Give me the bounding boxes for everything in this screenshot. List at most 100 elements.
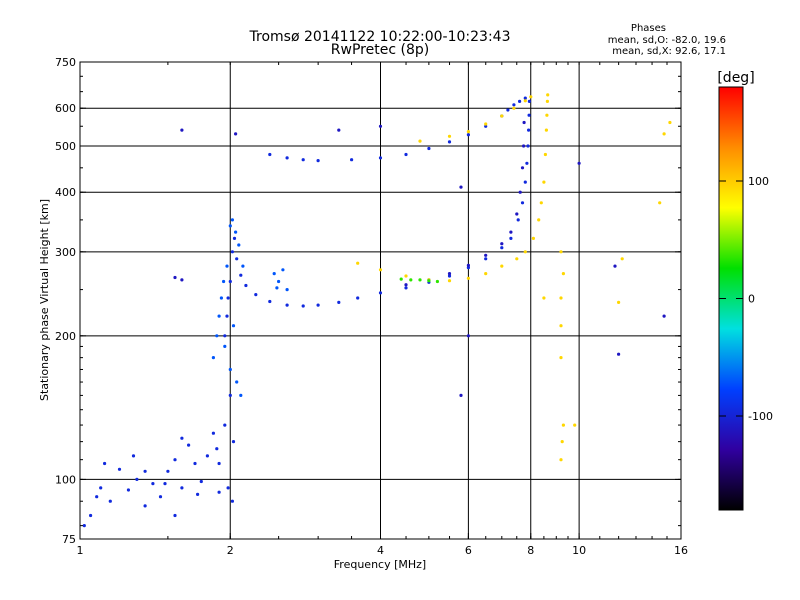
data-point bbox=[272, 272, 276, 276]
data-point bbox=[187, 443, 191, 447]
stats-line-x: mean, sd,X: 92.6, 17.1 bbox=[612, 46, 726, 57]
data-point bbox=[427, 279, 431, 283]
colorbar-ticks: 100 0 -100 bbox=[719, 175, 773, 423]
x-tick-label: 6 bbox=[465, 544, 472, 557]
data-point bbox=[244, 283, 248, 288]
data-points bbox=[82, 93, 672, 528]
data-point bbox=[466, 263, 470, 267]
data-point bbox=[223, 344, 227, 348]
y-axis-label: Stationary phase Virtual Height [km] bbox=[38, 199, 51, 401]
x-tick-label: 1 bbox=[77, 544, 84, 557]
y-tick-label: 100 bbox=[55, 473, 76, 486]
data-point bbox=[500, 246, 504, 250]
data-point bbox=[337, 128, 341, 132]
data-point bbox=[459, 393, 463, 397]
data-point bbox=[459, 185, 463, 189]
data-point bbox=[166, 469, 170, 473]
data-point bbox=[223, 334, 227, 338]
data-point bbox=[223, 423, 227, 427]
data-point bbox=[523, 99, 527, 103]
x-tick-label: 8 bbox=[527, 544, 534, 557]
data-point bbox=[447, 274, 452, 278]
data-point bbox=[337, 300, 341, 304]
x-tick-label: 10 bbox=[572, 544, 586, 557]
data-point bbox=[285, 288, 289, 292]
data-point bbox=[484, 124, 488, 128]
data-point bbox=[542, 180, 546, 184]
data-point bbox=[500, 242, 504, 246]
data-point bbox=[500, 264, 504, 268]
data-point bbox=[95, 495, 99, 499]
data-point bbox=[527, 99, 532, 103]
data-point bbox=[163, 482, 167, 486]
data-point bbox=[545, 113, 549, 117]
data-point bbox=[559, 458, 563, 462]
y-axis-ticks: 75 100 200 300 400 500 600 750 bbox=[55, 56, 681, 546]
data-point bbox=[484, 253, 488, 257]
data-point bbox=[378, 268, 383, 272]
data-point bbox=[546, 93, 550, 97]
data-point bbox=[285, 303, 289, 307]
data-point bbox=[281, 268, 285, 272]
data-point bbox=[99, 486, 103, 490]
data-point bbox=[103, 461, 107, 466]
data-point bbox=[82, 524, 86, 528]
x-axis-label: Frequency [MHz] bbox=[334, 558, 426, 571]
data-point bbox=[617, 300, 621, 304]
data-point bbox=[268, 299, 272, 304]
data-point bbox=[241, 264, 245, 268]
data-point bbox=[668, 120, 672, 125]
data-point bbox=[525, 161, 529, 165]
stats-line-o: mean, sd,O: -82.0, 19.6 bbox=[608, 35, 726, 46]
data-point bbox=[559, 296, 563, 300]
data-point bbox=[542, 296, 546, 300]
data-point bbox=[350, 158, 354, 162]
data-point bbox=[613, 264, 617, 268]
data-point bbox=[447, 279, 452, 283]
data-point bbox=[427, 146, 431, 151]
data-point bbox=[211, 431, 215, 435]
data-point bbox=[466, 133, 470, 137]
data-point bbox=[559, 324, 563, 328]
data-point bbox=[217, 314, 221, 318]
data-point bbox=[509, 236, 513, 240]
data-point bbox=[277, 279, 281, 284]
data-point bbox=[404, 152, 408, 157]
data-point bbox=[225, 264, 229, 268]
data-point bbox=[301, 158, 305, 162]
data-point bbox=[215, 447, 219, 451]
data-point bbox=[545, 99, 550, 103]
data-point bbox=[515, 257, 519, 261]
data-point bbox=[226, 296, 230, 300]
data-point bbox=[173, 458, 177, 462]
data-point bbox=[522, 144, 526, 148]
y-tick-label: 600 bbox=[55, 102, 76, 115]
data-point bbox=[225, 314, 229, 318]
data-point bbox=[231, 440, 236, 444]
data-point bbox=[447, 272, 452, 276]
data-point bbox=[117, 467, 122, 471]
data-point bbox=[239, 273, 243, 277]
y-tick-label: 300 bbox=[55, 246, 76, 259]
data-point bbox=[232, 236, 237, 240]
data-point bbox=[239, 393, 243, 397]
colorbar-label: [deg] bbox=[717, 70, 754, 86]
y-tick-label: 200 bbox=[55, 330, 76, 343]
data-point bbox=[228, 393, 232, 397]
data-point bbox=[180, 278, 184, 282]
data-point bbox=[173, 513, 177, 518]
data-point bbox=[193, 461, 197, 466]
data-point bbox=[559, 250, 563, 254]
data-point bbox=[512, 103, 516, 107]
data-point bbox=[520, 166, 525, 170]
data-point bbox=[356, 261, 360, 265]
data-point bbox=[531, 236, 536, 240]
data-point bbox=[509, 230, 513, 234]
data-point bbox=[404, 286, 408, 290]
data-point bbox=[235, 257, 239, 261]
data-point bbox=[518, 99, 522, 103]
data-point bbox=[89, 513, 93, 518]
data-point bbox=[378, 124, 383, 128]
data-point bbox=[196, 492, 200, 496]
colorbar-tick-label: 0 bbox=[748, 293, 755, 306]
